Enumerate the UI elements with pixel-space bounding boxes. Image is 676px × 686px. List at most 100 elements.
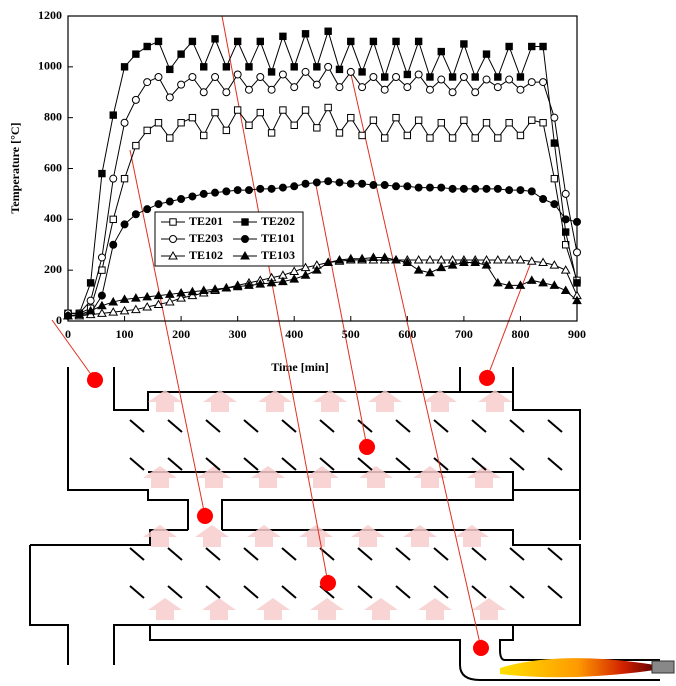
marker	[211, 108, 219, 117]
marker	[345, 253, 356, 263]
marker	[347, 113, 355, 122]
marker	[131, 95, 140, 104]
legend-label: TE102	[189, 248, 223, 262]
marker	[211, 73, 220, 81]
x-tick-label: 300	[229, 327, 247, 341]
baffle	[205, 419, 221, 433]
baffle	[433, 585, 449, 599]
marker	[200, 63, 208, 71]
marker	[241, 218, 249, 226]
marker	[119, 294, 130, 303]
marker	[97, 308, 107, 317]
marker	[539, 42, 547, 51]
y-tick-label: 1200	[38, 8, 62, 22]
marker	[482, 50, 491, 58]
marker	[176, 293, 186, 302]
legend-label: TE202	[261, 214, 295, 228]
series-line	[68, 65, 578, 314]
marker	[471, 184, 480, 193]
marker	[560, 265, 571, 274]
furnace-wall	[67, 367, 581, 540]
marker	[188, 192, 197, 201]
marker	[108, 307, 119, 316]
furnace-wall	[29, 529, 660, 681]
marker	[222, 187, 231, 196]
marker	[131, 210, 140, 219]
marker	[166, 134, 174, 142]
marker	[221, 282, 232, 292]
flow-arrow	[423, 390, 457, 412]
marker	[143, 78, 152, 87]
baffle	[471, 457, 487, 471]
marker	[391, 254, 401, 264]
x-tick-label: 700	[455, 327, 473, 341]
marker	[199, 88, 208, 97]
marker	[471, 88, 480, 97]
marker	[165, 93, 174, 102]
marker	[516, 186, 525, 195]
flow-arrow	[403, 525, 437, 547]
marker	[301, 106, 310, 114]
baffle	[509, 585, 525, 599]
marker	[290, 83, 299, 92]
marker	[210, 284, 220, 293]
marker	[199, 189, 208, 198]
marker	[437, 183, 446, 192]
marker	[300, 270, 311, 279]
marker	[188, 37, 197, 46]
series-line	[67, 256, 578, 317]
marker	[392, 113, 400, 122]
marker	[211, 188, 220, 197]
marker	[108, 296, 119, 306]
flow-arrow	[364, 598, 398, 620]
marker	[437, 75, 446, 84]
marker	[169, 235, 177, 243]
marker	[109, 111, 117, 119]
series-line	[68, 29, 578, 314]
marker	[481, 260, 492, 269]
baffle	[547, 457, 563, 471]
marker	[154, 37, 163, 46]
marker	[526, 256, 537, 265]
marker	[256, 73, 265, 81]
x-axis-label: Time [min]	[271, 360, 328, 374]
marker	[560, 285, 571, 294]
sensor-dot	[473, 640, 489, 656]
series-line	[68, 259, 578, 317]
baffle	[471, 547, 487, 561]
marker	[244, 85, 253, 94]
marker	[425, 183, 434, 192]
marker	[347, 37, 355, 46]
marker	[335, 65, 344, 74]
flow-arrow	[310, 598, 344, 620]
marker	[177, 119, 185, 127]
marker	[346, 179, 355, 188]
marker	[482, 184, 491, 193]
marker	[381, 73, 389, 81]
marker	[527, 187, 536, 196]
flow-arrow	[256, 598, 290, 620]
x-tick-label: 500	[342, 327, 360, 341]
baffle	[357, 457, 373, 471]
marker	[289, 274, 300, 283]
baffle	[281, 419, 297, 433]
marker	[561, 228, 570, 236]
sensor-dot	[359, 439, 375, 455]
marker	[527, 78, 536, 87]
marker	[528, 116, 536, 124]
marker	[369, 73, 378, 81]
marker	[200, 131, 208, 140]
marker	[403, 83, 412, 92]
baffle	[243, 457, 259, 471]
baffle	[167, 585, 183, 599]
marker	[460, 116, 468, 124]
marker	[505, 75, 514, 84]
marker	[369, 181, 378, 190]
marker	[153, 290, 164, 300]
y-tick-label: 600	[44, 160, 62, 174]
flow-arrow	[197, 466, 231, 488]
flow-arrow	[305, 466, 339, 488]
marker	[301, 30, 310, 38]
marker	[504, 280, 514, 289]
marker	[255, 279, 266, 288]
